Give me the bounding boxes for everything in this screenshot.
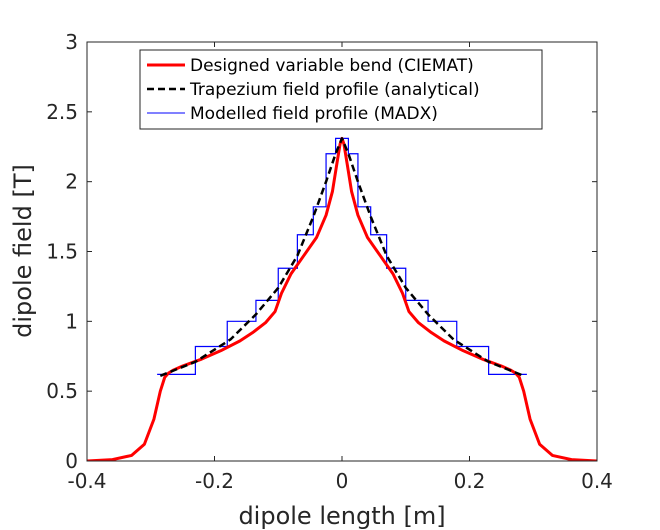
- series-trapezium-line: [159, 137, 525, 377]
- tick-layer: -0.4 -0.2 0 0.2 0.4 0 0.5 1 1.5 2 2.5 3: [46, 30, 613, 493]
- legend-label-trapezium: Trapezium field profile (analytical): [189, 80, 480, 100]
- y-tick-label: 2.5: [46, 100, 78, 124]
- y-tick-label: 1: [65, 309, 78, 333]
- x-tick-label: 0.4: [581, 469, 613, 493]
- y-tick-label: 2: [65, 170, 78, 194]
- x-axis-title: dipole length [m]: [238, 502, 445, 530]
- y-tick-label: 0.5: [46, 379, 78, 403]
- legend-box: [139, 49, 543, 130]
- legend-label-ciemat: Designed variable bend (CIEMAT): [190, 56, 474, 76]
- series-layer: [87, 136, 597, 461]
- legend: Designed variable bend (CIEMAT) Trapeziu…: [139, 49, 543, 130]
- x-tick-label: 0.2: [454, 469, 486, 493]
- y-axis-title: dipole field [T]: [9, 164, 37, 338]
- legend-label-madx: Modelled field profile (MADX): [190, 104, 438, 124]
- y-tick-label: 3: [65, 30, 78, 54]
- y-tick-label: 1.5: [46, 240, 78, 264]
- x-tick-label: 0: [336, 469, 349, 493]
- x-tick-label: -0.4: [67, 469, 106, 493]
- x-tick-label: -0.2: [195, 469, 234, 493]
- y-tick-label: 0: [65, 449, 78, 473]
